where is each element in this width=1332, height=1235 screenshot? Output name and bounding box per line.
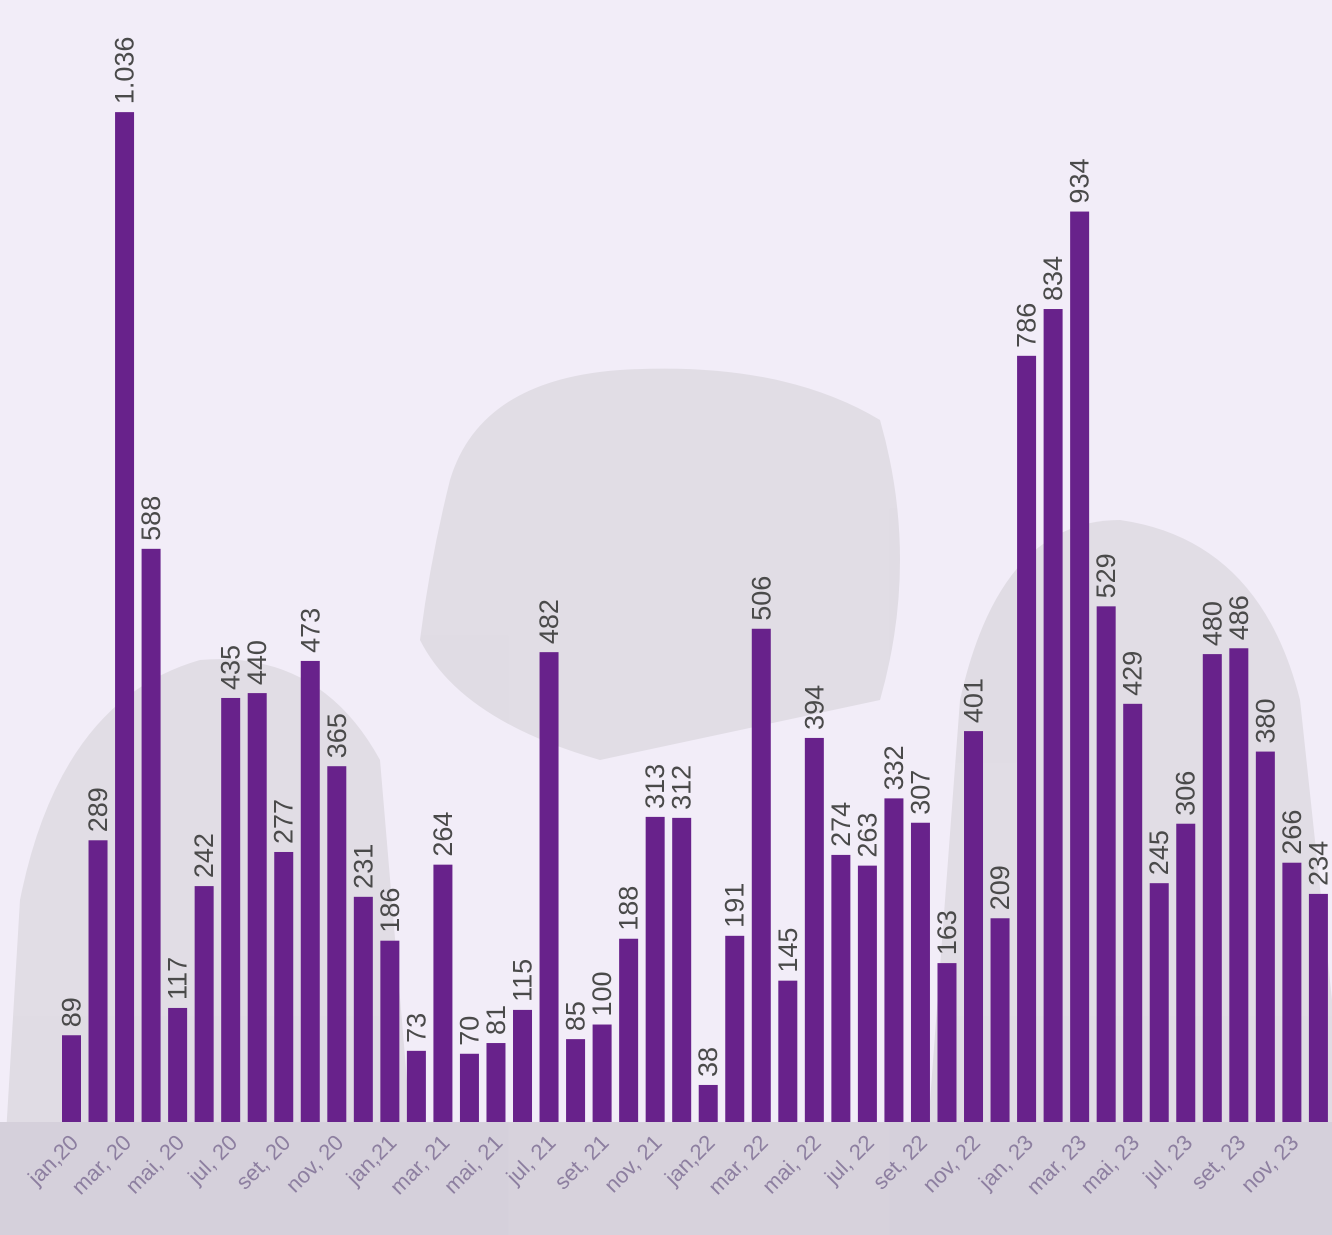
- value-label: 473: [295, 608, 325, 653]
- bar: [645, 816, 665, 1122]
- value-label: 529: [1091, 553, 1121, 598]
- bar: [1176, 823, 1196, 1122]
- value-label: 440: [242, 640, 272, 685]
- value-label: 209: [985, 865, 1015, 910]
- value-label: 486: [1224, 595, 1254, 640]
- value-label: 306: [1171, 771, 1201, 816]
- bar: [831, 854, 851, 1122]
- bar: [1070, 211, 1090, 1122]
- bar: [990, 918, 1010, 1122]
- value-label: 245: [1144, 830, 1174, 875]
- bar: [1017, 355, 1037, 1122]
- value-label: 506: [746, 576, 776, 621]
- bar: [725, 935, 745, 1122]
- bar: [1149, 883, 1169, 1122]
- value-label: 263: [852, 813, 882, 858]
- value-label: 89: [57, 997, 87, 1027]
- value-label: 81: [481, 1005, 511, 1035]
- bar: [221, 697, 241, 1122]
- value-label: 401: [959, 678, 989, 723]
- bar: [327, 766, 347, 1122]
- value-label: 332: [879, 745, 909, 790]
- value-label: 38: [693, 1047, 723, 1077]
- bar: [1043, 309, 1063, 1122]
- bar: [247, 693, 267, 1122]
- value-label: 786: [1012, 303, 1042, 348]
- value-label: 264: [428, 812, 458, 857]
- value-label: 115: [508, 959, 538, 1002]
- bar: [168, 1007, 188, 1122]
- value-label: 482: [534, 599, 564, 644]
- value-label: 394: [799, 685, 829, 730]
- value-label: 70: [454, 1016, 484, 1046]
- value-label: 289: [83, 787, 113, 832]
- value-label: 145: [773, 928, 803, 973]
- value-label: 186: [375, 888, 405, 933]
- value-label: 163: [932, 910, 962, 955]
- bar: [88, 840, 108, 1122]
- bar: [964, 731, 984, 1122]
- bar: [778, 980, 798, 1122]
- bar: [566, 1039, 586, 1122]
- value-label: 85: [561, 1001, 591, 1031]
- value-label: 435: [216, 645, 246, 690]
- bar: [857, 865, 877, 1122]
- ground: [0, 1122, 1332, 1235]
- value-label: 313: [640, 764, 670, 809]
- bar: [1202, 654, 1222, 1122]
- value-label: 274: [826, 802, 856, 847]
- bar: [1096, 606, 1116, 1122]
- bar: [194, 886, 214, 1122]
- value-label: 429: [1118, 651, 1148, 696]
- bar: [513, 1009, 533, 1122]
- value-label: 834: [1038, 256, 1068, 301]
- value-label: 480: [1197, 601, 1227, 646]
- bar: [937, 963, 957, 1122]
- bar: [1282, 862, 1302, 1122]
- bar: [619, 938, 639, 1122]
- value-label: 100: [587, 971, 617, 1016]
- value-label: 191: [720, 883, 750, 928]
- bar: [804, 737, 824, 1122]
- bar: [592, 1024, 612, 1122]
- value-label: 266: [1277, 810, 1307, 855]
- value-label: 365: [322, 713, 352, 758]
- value-label: 312: [667, 765, 697, 810]
- bar: [486, 1043, 506, 1122]
- bar: [672, 817, 692, 1122]
- value-label: 1.036: [110, 37, 140, 105]
- bar: [751, 628, 771, 1122]
- value-label: 307: [905, 770, 935, 815]
- value-label: 277: [269, 799, 299, 844]
- bar: [380, 940, 400, 1122]
- bar: [433, 864, 453, 1122]
- bar: [274, 851, 294, 1122]
- bar: [1308, 893, 1328, 1122]
- bar: [884, 798, 904, 1122]
- value-label: 242: [189, 833, 219, 878]
- value-label: 117: [163, 957, 193, 1000]
- bar: [539, 652, 559, 1122]
- bar: [300, 660, 320, 1122]
- bar: [141, 548, 161, 1122]
- value-label: 188: [614, 886, 644, 931]
- bar: [1255, 751, 1275, 1122]
- bar: [698, 1084, 718, 1122]
- value-label: 234: [1303, 841, 1332, 886]
- bar: [406, 1050, 426, 1122]
- value-label: 934: [1065, 158, 1095, 203]
- bar: [62, 1035, 81, 1122]
- value-label: 380: [1250, 699, 1280, 744]
- bar: [115, 112, 135, 1122]
- bar: [459, 1053, 479, 1122]
- value-label: 588: [136, 496, 166, 541]
- value-label: 73: [401, 1013, 431, 1043]
- value-label: 231: [348, 844, 378, 889]
- bar: [1229, 648, 1249, 1122]
- bar: [1123, 703, 1143, 1122]
- bar: [910, 822, 930, 1122]
- bar: [353, 896, 373, 1122]
